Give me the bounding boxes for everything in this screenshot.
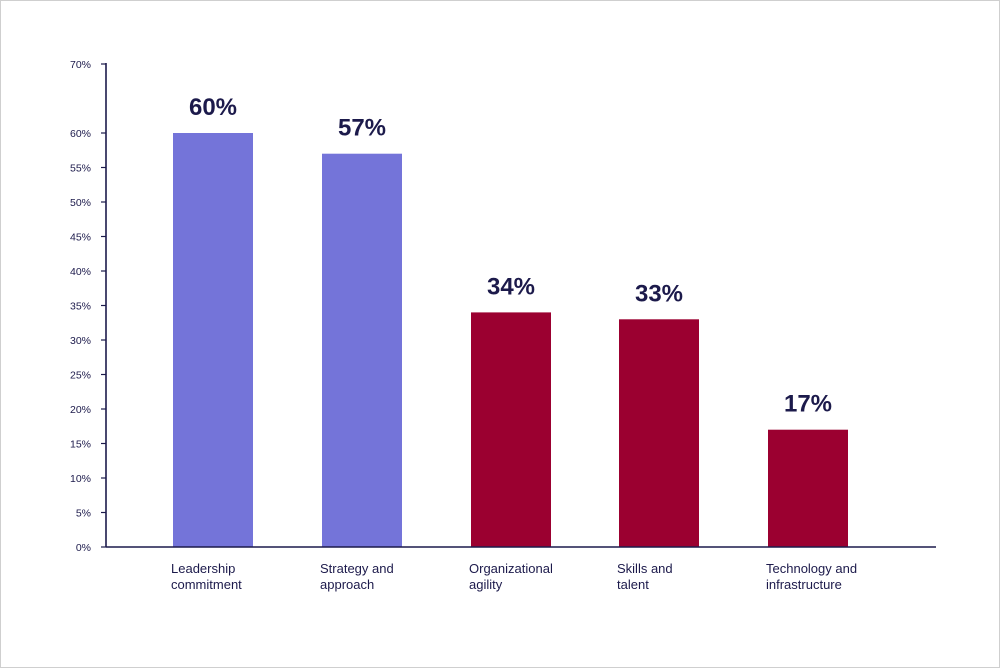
- x-category-label: Technology and: [766, 561, 857, 576]
- y-tick-label: 40%: [70, 266, 91, 278]
- y-tick-label: 60%: [70, 128, 91, 140]
- x-category-label: Strategy and: [320, 561, 394, 576]
- x-category-label: approach: [320, 577, 374, 592]
- y-tick-label: 35%: [70, 301, 91, 313]
- bar: [619, 319, 699, 547]
- x-category-label: commitment: [171, 577, 242, 592]
- y-tick-label: 70%: [70, 59, 91, 71]
- x-category-label: talent: [617, 577, 649, 592]
- y-tick-label: 0%: [76, 542, 91, 554]
- y-tick-label: 25%: [70, 370, 91, 382]
- bar-value-label: 57%: [338, 115, 386, 142]
- x-category-label: Organizational: [469, 561, 553, 576]
- y-tick-label: 30%: [70, 335, 91, 347]
- x-category-label: Leadership: [171, 561, 235, 576]
- data-labels: 60% 57% 34% 33% 17%: [189, 94, 832, 418]
- bar-value-label: 33%: [635, 280, 683, 307]
- bar-value-label: 60%: [189, 94, 237, 121]
- bar: [768, 429, 848, 547]
- y-tick-label: 15%: [70, 439, 91, 451]
- y-tick-label: 55%: [70, 163, 91, 175]
- bar: [322, 153, 402, 547]
- bars: [173, 133, 848, 547]
- x-category-label: Skills and: [617, 561, 673, 576]
- bar: [471, 312, 551, 547]
- bar-value-label: 34%: [487, 273, 535, 300]
- x-category-label: agility: [469, 577, 503, 592]
- y-tick-label: 5%: [76, 508, 91, 520]
- x-category-label: infrastructure: [766, 577, 842, 592]
- y-tick-label: 45%: [70, 232, 91, 244]
- bar-value-label: 17%: [784, 391, 832, 418]
- y-tick-label: 10%: [70, 473, 91, 485]
- y-tick-label: 50%: [70, 197, 91, 209]
- bar: [173, 133, 253, 547]
- y-axis-ticks: 0% 5% 10% 15% 20% 25% 30% 35% 40% 45% 50% 55% 60% 70%: [70, 59, 106, 554]
- y-tick-label: 20%: [70, 404, 91, 416]
